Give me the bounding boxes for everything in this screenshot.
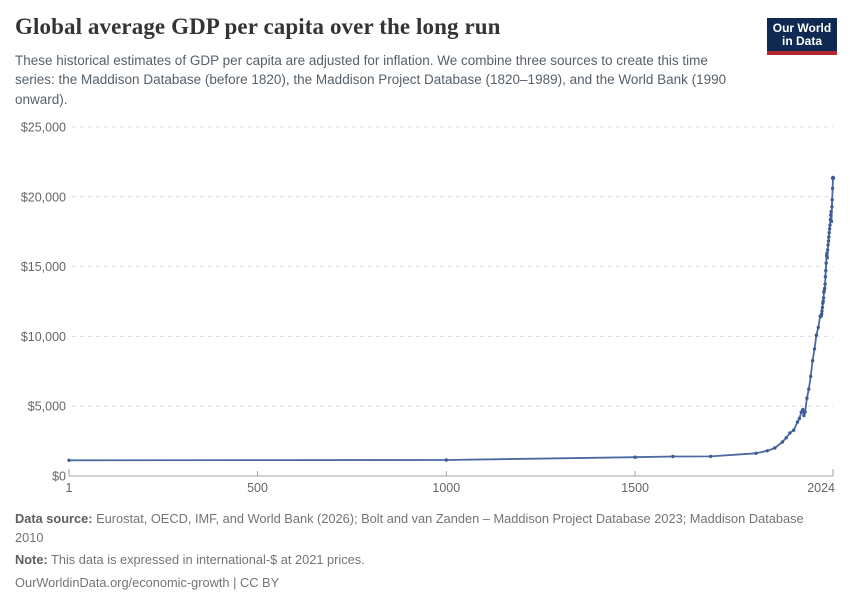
svg-text:500: 500 [247,481,268,495]
data-source-line: Data source: Eurostat, OECD, IMF, and Wo… [15,510,815,547]
svg-text:$0: $0 [52,470,66,484]
svg-text:2024: 2024 [807,481,835,495]
chart-subtitle: These historical estimates of GDP per ca… [15,53,727,107]
note-label: Note: [15,552,48,568]
note-text: This data is expressed in international-… [47,552,365,568]
svg-text:$15,000: $15,000 [21,260,66,274]
owid-logo-line2: in Data [781,34,822,48]
svg-text:$25,000: $25,000 [21,121,66,135]
svg-text:1: 1 [66,481,73,495]
data-source-label: Data source: [15,511,93,526]
svg-text:1500: 1500 [621,481,649,495]
svg-text:$10,000: $10,000 [21,330,66,344]
chart-footer: Data source: Eurostat, OECD, IMF, and Wo… [15,510,815,596]
svg-text:1000: 1000 [432,481,460,495]
svg-text:$20,000: $20,000 [21,190,66,204]
owid-logo-line1: Our World [772,21,832,35]
note-line: Note: This data is expressed in internat… [15,551,815,570]
data-source-text: Eurostat, OECD, IMF, and World Bank (202… [15,511,804,545]
owid-logo: Our World in Data [767,18,837,55]
svg-text:$5,000: $5,000 [28,400,66,414]
page-title: Global average GDP per capita over the l… [15,14,501,39]
attribution-line: OurWorldinData.org/economic-growth | CC … [15,574,280,590]
